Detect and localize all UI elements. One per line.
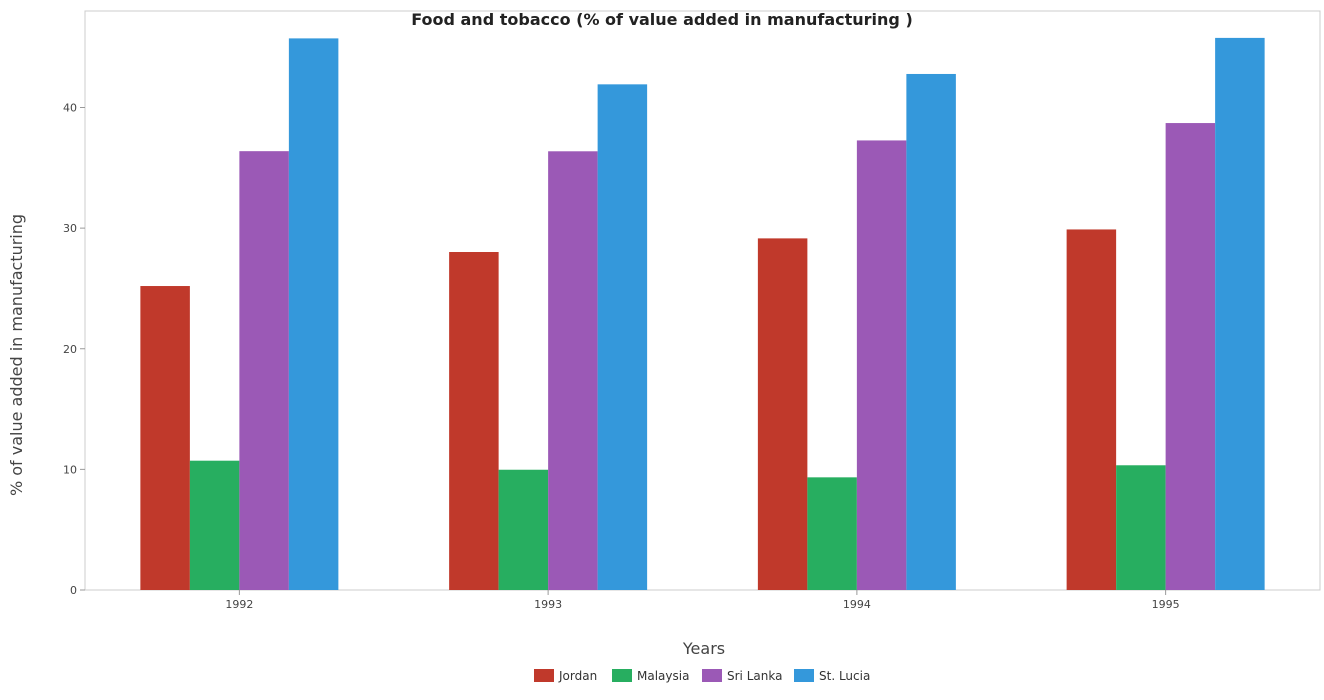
legend-swatch-jordan (534, 669, 554, 682)
bar-malaysia-1993 (498, 469, 549, 590)
x-tick-label: 1995 (1152, 598, 1180, 611)
x-axis: 1992 1993 1994 1995 (225, 590, 1180, 611)
plot-frame (84, 10, 1321, 591)
legend-label-jordan: Jordan (558, 669, 597, 683)
legend-label-sri-lanka: Sri Lanka (727, 669, 782, 683)
y-axis: 0 10 20 30 40 (63, 10, 1321, 597)
bar-jordan-1994 (757, 238, 808, 591)
x-tick-label: 1992 (225, 598, 253, 611)
bar-jordan-1993 (449, 252, 499, 591)
legend-label-malaysia: Malaysia (637, 669, 689, 683)
y-tick-label: 40 (63, 102, 77, 115)
legend-swatch-malaysia (612, 669, 632, 682)
bar-sri-lanka-1994 (856, 140, 907, 591)
bar-sri-lanka-1992 (239, 151, 289, 590)
y-tick-label: 0 (70, 584, 77, 597)
x-axis-title: Years (682, 639, 725, 658)
y-axis-title: % of value added in manufacturing (7, 214, 26, 496)
x-tick-label: 1994 (843, 598, 871, 611)
y-tick-label: 20 (63, 343, 77, 356)
legend: Jordan Malaysia Sri Lanka St. Lucia (534, 669, 870, 683)
y-tick-label: 10 (63, 463, 77, 476)
bar-sri-lanka-1995 (1165, 123, 1216, 591)
bar-st-lucia-1995 (1215, 37, 1265, 591)
bar-malaysia-1994 (807, 477, 857, 590)
bar-malaysia-1995 (1116, 465, 1166, 590)
legend-label-st-lucia: St. Lucia (819, 669, 870, 683)
chart-title: Food and tobacco (% of value added in ma… (411, 10, 913, 29)
x-tick-label: 1993 (534, 598, 562, 611)
bar-jordan-1992 (140, 286, 190, 590)
bar-malaysia-1992 (189, 460, 240, 590)
legend-swatch-st-lucia (794, 669, 814, 682)
bar-st-lucia-1993 (597, 84, 648, 590)
bar-st-lucia-1994 (906, 73, 956, 590)
bar-sri-lanka-1993 (548, 151, 598, 591)
bar-st-lucia-1992 (288, 38, 339, 590)
legend-swatch-sri-lanka (702, 669, 722, 682)
bars (140, 37, 1265, 591)
bar-jordan-1995 (1066, 229, 1117, 590)
y-tick-label: 30 (63, 222, 77, 235)
